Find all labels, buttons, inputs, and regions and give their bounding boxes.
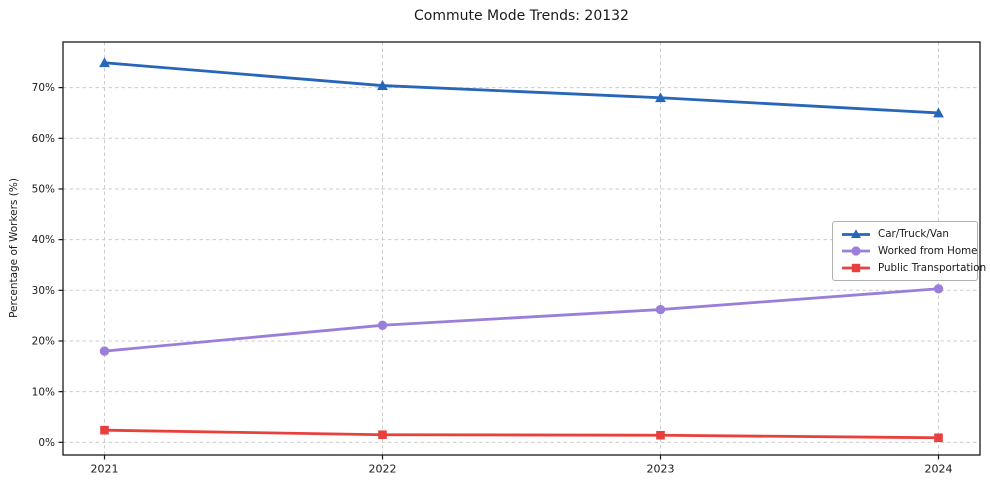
legend-marker-triangle-icon xyxy=(842,229,870,238)
legend-marker-circle-icon xyxy=(842,246,870,256)
data-point-square xyxy=(934,433,943,443)
y-axis-title: Percentage of Workers (%) xyxy=(8,178,20,318)
data-point-square xyxy=(378,430,387,440)
legend-label: Public Transportation xyxy=(878,262,987,274)
y-tick-label: 50% xyxy=(32,184,55,196)
series-line xyxy=(103,428,940,440)
x-tick-label: 2024 xyxy=(925,463,953,476)
legend-label: Car/Truck/Van xyxy=(878,228,949,240)
x-tick-label: 2023 xyxy=(647,463,675,476)
x-tick-label: 2022 xyxy=(369,463,397,476)
x-tick-label: 2021 xyxy=(91,463,119,476)
y-tick-label: 40% xyxy=(32,234,55,246)
y-tick-label: 60% xyxy=(32,133,55,145)
y-tick-label: 20% xyxy=(32,336,55,348)
data-point-circle xyxy=(655,304,666,315)
series-line xyxy=(103,287,940,353)
y-tick-label: 70% xyxy=(32,82,55,94)
legend-entry-car-truck-van: Car/Truck/Van xyxy=(840,226,971,242)
data-point-triangle xyxy=(99,57,110,68)
y-tick-label: 30% xyxy=(32,285,55,297)
legend-marker-square-icon xyxy=(842,263,870,273)
plot-border xyxy=(62,41,981,456)
data-point-circle xyxy=(377,320,388,330)
data-point-circle xyxy=(933,284,944,294)
data-point-square xyxy=(656,430,665,440)
y-tick-label: 10% xyxy=(32,386,55,398)
data-point-triangle xyxy=(377,80,388,90)
legend-label: Worked from Home xyxy=(878,245,978,257)
legend-entry-worked-from-home: Worked from Home xyxy=(840,243,978,259)
chart-title: Commute Mode Trends: 20132 xyxy=(414,8,629,24)
data-point-circle xyxy=(99,346,110,356)
y-tick-label: 0% xyxy=(38,437,55,449)
data-point-triangle xyxy=(933,107,944,118)
series-line xyxy=(103,61,940,115)
legend: Car/Truck/Van Worked from Home Public Tr… xyxy=(832,221,986,281)
data-point-triangle xyxy=(655,92,666,103)
data-point-square xyxy=(100,425,109,435)
legend-entry-public-transportation: Public Transportation xyxy=(840,260,986,276)
